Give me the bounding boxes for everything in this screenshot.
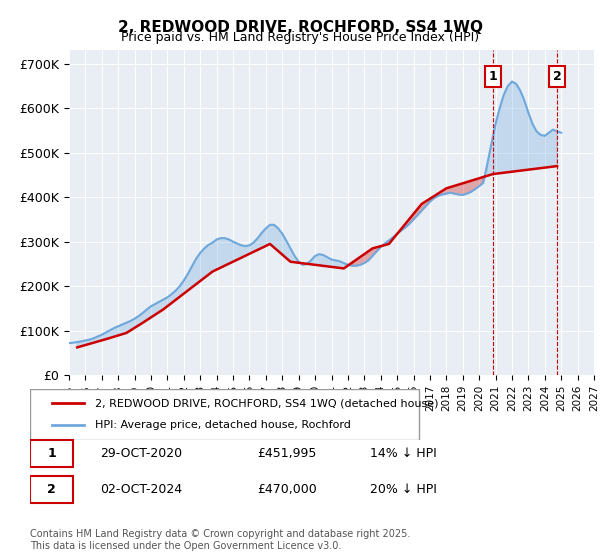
Text: £451,995: £451,995: [257, 447, 316, 460]
Text: 2, REDWOOD DRIVE, ROCHFORD, SS4 1WQ (detached house): 2, REDWOOD DRIVE, ROCHFORD, SS4 1WQ (det…: [95, 398, 438, 408]
FancyBboxPatch shape: [30, 389, 419, 440]
Text: 29-OCT-2020: 29-OCT-2020: [100, 447, 182, 460]
Text: HPI: Average price, detached house, Rochford: HPI: Average price, detached house, Roch…: [95, 421, 350, 431]
Text: Price paid vs. HM Land Registry's House Price Index (HPI): Price paid vs. HM Land Registry's House …: [121, 31, 479, 44]
Text: 2, REDWOOD DRIVE, ROCHFORD, SS4 1WQ: 2, REDWOOD DRIVE, ROCHFORD, SS4 1WQ: [118, 20, 482, 35]
Text: 14% ↓ HPI: 14% ↓ HPI: [370, 447, 437, 460]
FancyBboxPatch shape: [30, 476, 73, 503]
Text: £470,000: £470,000: [257, 483, 317, 496]
FancyBboxPatch shape: [30, 440, 73, 466]
Text: 2: 2: [553, 70, 562, 83]
Text: Contains HM Land Registry data © Crown copyright and database right 2025.
This d: Contains HM Land Registry data © Crown c…: [30, 529, 410, 551]
Text: 02-OCT-2024: 02-OCT-2024: [100, 483, 182, 496]
Text: 20% ↓ HPI: 20% ↓ HPI: [370, 483, 437, 496]
Text: 1: 1: [488, 70, 497, 83]
Text: 2: 2: [47, 483, 56, 496]
Text: 1: 1: [47, 447, 56, 460]
